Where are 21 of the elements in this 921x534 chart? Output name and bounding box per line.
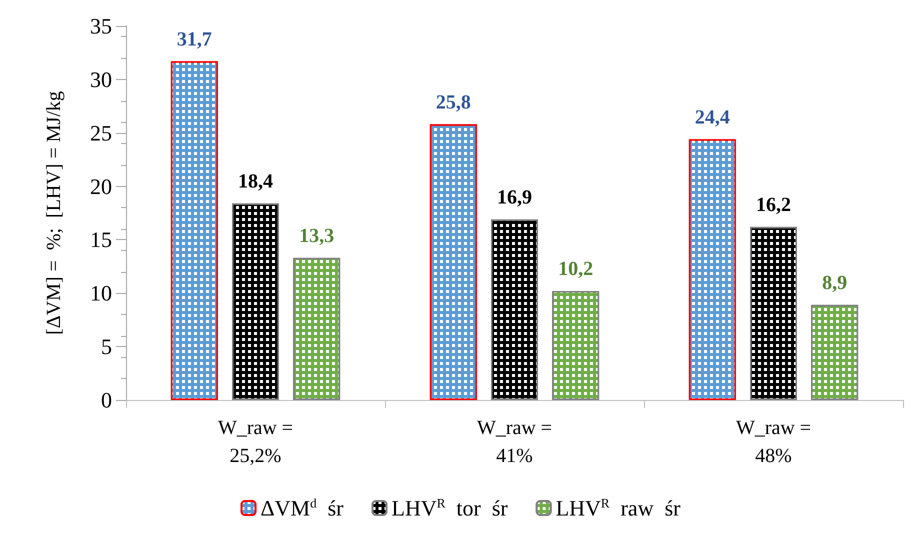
y-tick-label: 35: [90, 14, 112, 38]
x-tick-label: W_raw = 41%: [476, 417, 552, 467]
data-label: 13,3: [299, 224, 334, 247]
data-label: 24,4: [694, 106, 730, 128]
y-tick-label: 0: [101, 388, 112, 412]
data-label: 16,9: [497, 186, 532, 208]
data-label: 25,8: [436, 91, 471, 114]
data-label: 31,7: [176, 28, 212, 50]
data-label: 8,9: [822, 272, 848, 294]
y-tick-label: 20: [90, 174, 112, 199]
y-tick-label: 15: [90, 227, 112, 252]
data-label: 18,4: [238, 170, 273, 192]
y-tick-label: 30: [90, 66, 112, 92]
y-axis-title: [ΔVM] = %; [LHV] = MJ/kg: [43, 91, 65, 335]
data-label: 16,2: [756, 194, 791, 216]
x-tick-label: W_raw = 48%: [736, 417, 812, 467]
y-tick-label: 25: [90, 120, 112, 146]
data-label: 10,2: [558, 258, 594, 280]
y-tick-label: 10: [90, 280, 112, 306]
x-tick-label: W_raw = 25,2%: [218, 417, 294, 467]
y-tick-label: 5: [101, 334, 112, 360]
